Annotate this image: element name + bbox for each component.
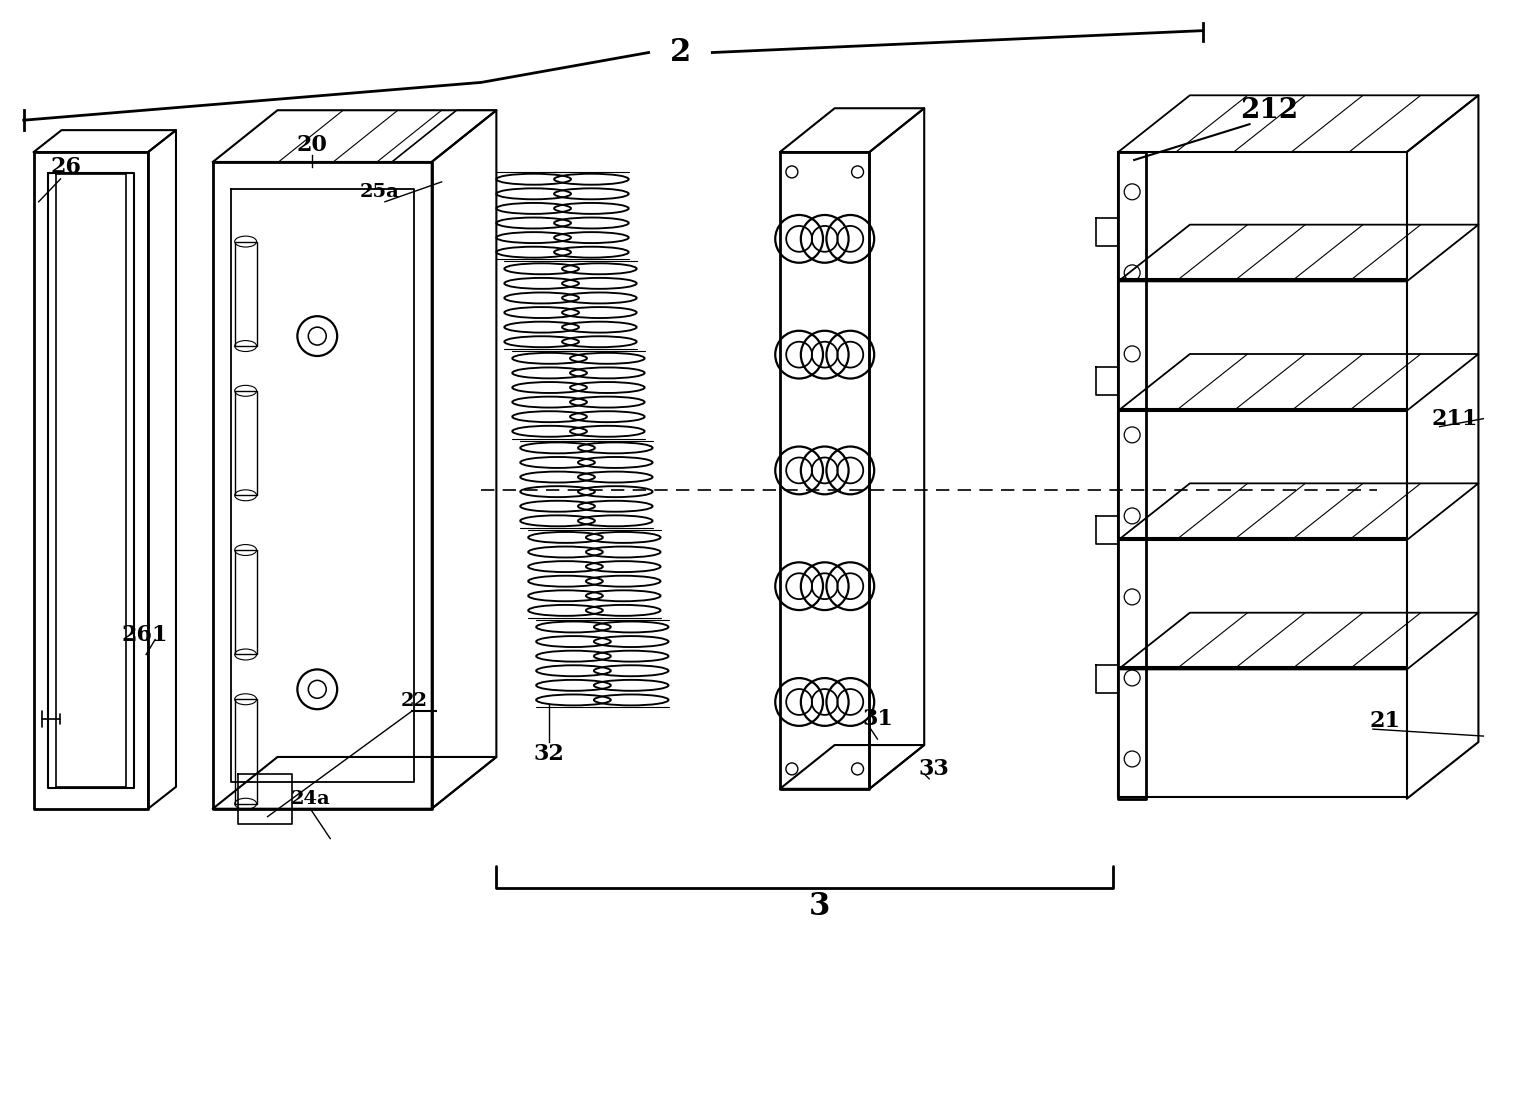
Text: 3: 3	[808, 891, 830, 922]
Text: 21: 21	[1369, 710, 1400, 732]
Text: 2: 2	[670, 37, 692, 68]
Text: 31: 31	[862, 708, 893, 730]
Text: 211: 211	[1431, 408, 1477, 430]
Text: 22: 22	[400, 692, 427, 710]
Text: 20: 20	[297, 134, 327, 156]
Text: 212: 212	[1240, 96, 1299, 124]
Text: 32: 32	[533, 743, 564, 765]
Text: 33: 33	[919, 758, 950, 780]
Text: 25a: 25a	[360, 183, 400, 201]
Text: 24a: 24a	[290, 790, 330, 808]
Text: 261: 261	[121, 624, 169, 646]
Text: 26: 26	[51, 156, 81, 178]
